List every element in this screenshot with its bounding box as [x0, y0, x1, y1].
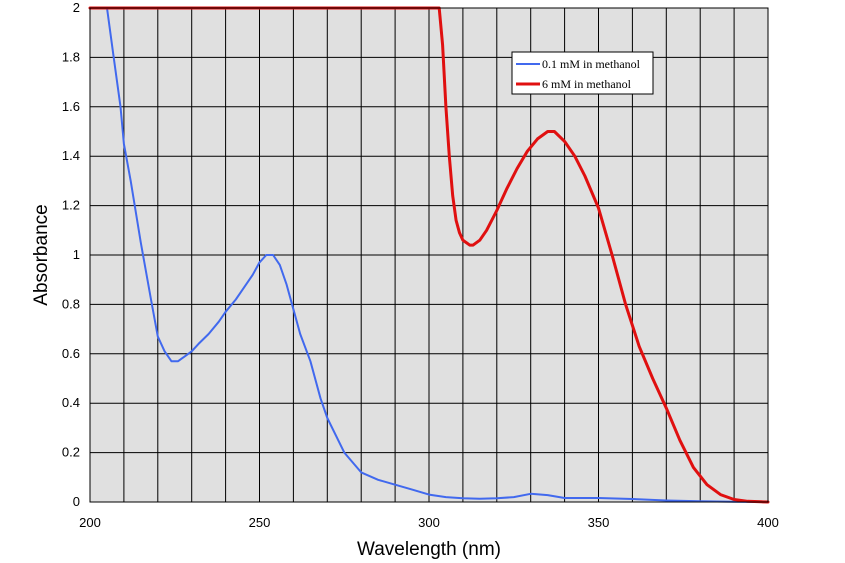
y-tick-label: 2: [73, 0, 80, 15]
x-tick-label: 350: [588, 515, 610, 530]
legend-box: [511, 51, 654, 95]
legend: 0.1 mM in methanol 6 mM in methanol: [511, 51, 654, 95]
y-tick-label: 0.8: [62, 296, 80, 311]
y-tick-label: 1.4: [62, 148, 80, 163]
legend-label-series-1: 0.1 mM in methanol: [542, 57, 641, 71]
y-tick-label: 0: [73, 494, 80, 509]
x-tick-label: 300: [418, 515, 440, 530]
y-tick-label: 1.8: [62, 49, 80, 64]
legend-label-series-2: 6 mM in methanol: [542, 77, 632, 91]
y-axis-title: Absorbance: [31, 204, 52, 305]
y-tick-label: 0.6: [62, 346, 80, 361]
x-tick-label: 250: [249, 515, 271, 530]
y-tick-label: 1.6: [62, 99, 80, 114]
x-tick-label: 200: [79, 515, 101, 530]
tick-labels: 200 250 300 350 400 0 0.2 0.4 0.6 0.8 1 1.2 1.4 1.6 1.…: [62, 0, 779, 530]
series-line-2: [88, 6, 770, 504]
series-layer: [88, 6, 770, 504]
plot-frame: [89, 7, 769, 503]
y-tick-label: 0.2: [62, 445, 80, 460]
y-tick-label: 1: [73, 247, 80, 262]
series-line-1: [89, 7, 769, 503]
grid: [90, 8, 768, 502]
y-tick-label: 1.2: [62, 198, 80, 213]
x-tick-label: 400: [757, 515, 779, 530]
y-tick-label: 0.4: [62, 395, 80, 410]
x-axis-title: Wavelength (nm): [357, 539, 501, 560]
